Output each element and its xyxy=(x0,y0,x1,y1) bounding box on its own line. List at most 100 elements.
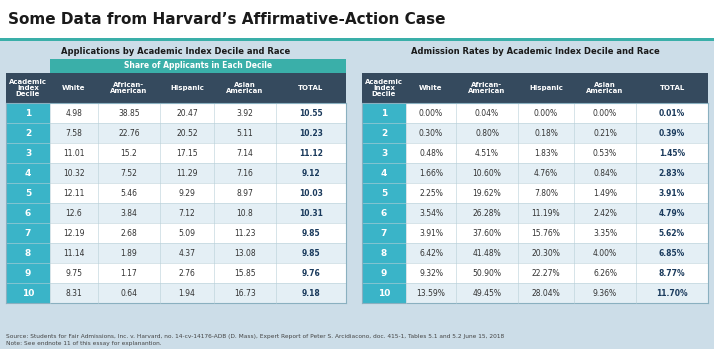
Text: 1: 1 xyxy=(381,109,387,118)
Text: 10: 10 xyxy=(22,289,34,297)
Text: 2.42%: 2.42% xyxy=(593,208,617,217)
Text: 4.00%: 4.00% xyxy=(593,248,617,258)
Text: 5: 5 xyxy=(25,188,31,198)
FancyBboxPatch shape xyxy=(362,263,708,283)
Text: 3: 3 xyxy=(25,149,31,157)
FancyBboxPatch shape xyxy=(6,203,346,223)
Text: Academic
Index
Decile: Academic Index Decile xyxy=(365,79,403,97)
Text: 12.11: 12.11 xyxy=(64,188,85,198)
Text: 8.31: 8.31 xyxy=(66,289,82,297)
FancyBboxPatch shape xyxy=(6,243,50,263)
Text: 16.73: 16.73 xyxy=(234,289,256,297)
Text: 1.89: 1.89 xyxy=(121,248,137,258)
FancyBboxPatch shape xyxy=(6,123,50,143)
Text: 5.09: 5.09 xyxy=(178,229,196,238)
Text: 7.58: 7.58 xyxy=(66,128,82,138)
Text: 9.36%: 9.36% xyxy=(593,289,617,297)
Text: 0.48%: 0.48% xyxy=(419,149,443,157)
Text: TOTAL: TOTAL xyxy=(298,85,323,91)
Text: 0.80%: 0.80% xyxy=(475,128,499,138)
FancyBboxPatch shape xyxy=(6,283,346,303)
Text: 4: 4 xyxy=(381,169,387,178)
Text: 9: 9 xyxy=(381,268,387,277)
Text: 11.01: 11.01 xyxy=(64,149,85,157)
Text: 8: 8 xyxy=(381,248,387,258)
Text: 2.76: 2.76 xyxy=(178,268,196,277)
Text: 3.91%: 3.91% xyxy=(659,188,685,198)
Text: 13.08: 13.08 xyxy=(234,248,256,258)
Text: 26.28%: 26.28% xyxy=(473,208,501,217)
FancyBboxPatch shape xyxy=(362,223,708,243)
Text: 4.76%: 4.76% xyxy=(534,169,558,178)
FancyBboxPatch shape xyxy=(362,123,406,143)
Text: Admission Rates by Academic Index Decile and Race: Admission Rates by Academic Index Decile… xyxy=(411,46,659,55)
Text: 1.66%: 1.66% xyxy=(419,169,443,178)
Text: 6.26%: 6.26% xyxy=(593,268,617,277)
Text: 0.00%: 0.00% xyxy=(534,109,558,118)
Text: 9: 9 xyxy=(25,268,31,277)
FancyBboxPatch shape xyxy=(6,203,50,223)
Text: 12.19: 12.19 xyxy=(64,229,85,238)
Text: 5.11: 5.11 xyxy=(236,128,253,138)
FancyBboxPatch shape xyxy=(362,73,708,103)
Text: African-
American: African- American xyxy=(111,82,148,94)
Text: 1.94: 1.94 xyxy=(178,289,196,297)
FancyBboxPatch shape xyxy=(6,163,346,183)
Text: 1.83%: 1.83% xyxy=(534,149,558,157)
Text: 11.70%: 11.70% xyxy=(656,289,688,297)
FancyBboxPatch shape xyxy=(362,223,406,243)
Text: 17.15: 17.15 xyxy=(176,149,198,157)
Text: 10: 10 xyxy=(378,289,390,297)
Text: 13.59%: 13.59% xyxy=(416,289,446,297)
Text: 0.30%: 0.30% xyxy=(419,128,443,138)
Text: 3.84: 3.84 xyxy=(121,208,137,217)
Text: 41.48%: 41.48% xyxy=(473,248,501,258)
Text: 0.00%: 0.00% xyxy=(593,109,617,118)
FancyBboxPatch shape xyxy=(50,59,346,73)
FancyBboxPatch shape xyxy=(6,243,346,263)
Text: 2: 2 xyxy=(25,128,31,138)
FancyBboxPatch shape xyxy=(0,0,714,38)
Text: 0.01%: 0.01% xyxy=(659,109,685,118)
Text: 22.27%: 22.27% xyxy=(532,268,560,277)
FancyBboxPatch shape xyxy=(6,263,50,283)
FancyBboxPatch shape xyxy=(0,38,714,41)
Text: 0.21%: 0.21% xyxy=(593,128,617,138)
Text: 9.18: 9.18 xyxy=(301,289,321,297)
Text: 22.76: 22.76 xyxy=(119,128,140,138)
FancyBboxPatch shape xyxy=(362,163,406,183)
Text: 2: 2 xyxy=(381,128,387,138)
Text: 10.8: 10.8 xyxy=(236,208,253,217)
Text: White: White xyxy=(62,85,86,91)
Text: 7.14: 7.14 xyxy=(236,149,253,157)
FancyBboxPatch shape xyxy=(6,163,50,183)
FancyBboxPatch shape xyxy=(362,123,708,143)
Text: 2.68: 2.68 xyxy=(121,229,137,238)
Text: 9.76: 9.76 xyxy=(301,268,321,277)
Text: African-
American: African- American xyxy=(468,82,506,94)
Text: 9.85: 9.85 xyxy=(302,248,321,258)
Text: 10.60%: 10.60% xyxy=(473,169,501,178)
FancyBboxPatch shape xyxy=(6,263,346,283)
Text: 1.17: 1.17 xyxy=(121,268,137,277)
Text: 10.23: 10.23 xyxy=(299,128,323,138)
Text: 7.12: 7.12 xyxy=(178,208,196,217)
Text: 3.91%: 3.91% xyxy=(419,229,443,238)
Text: 5: 5 xyxy=(381,188,387,198)
Text: 3.54%: 3.54% xyxy=(419,208,443,217)
Text: 10.55: 10.55 xyxy=(299,109,323,118)
Text: 7.16: 7.16 xyxy=(236,169,253,178)
Text: 3.92: 3.92 xyxy=(236,109,253,118)
FancyBboxPatch shape xyxy=(6,223,50,243)
Text: 11.19%: 11.19% xyxy=(532,208,560,217)
Text: 9.85: 9.85 xyxy=(302,229,321,238)
Text: 1.45%: 1.45% xyxy=(659,149,685,157)
Text: 9.32%: 9.32% xyxy=(419,268,443,277)
Text: 7: 7 xyxy=(25,229,31,238)
Text: 2.83%: 2.83% xyxy=(659,169,685,178)
FancyBboxPatch shape xyxy=(362,263,406,283)
FancyBboxPatch shape xyxy=(6,223,346,243)
Text: 15.76%: 15.76% xyxy=(531,229,560,238)
Text: 2.25%: 2.25% xyxy=(419,188,443,198)
Text: 6: 6 xyxy=(25,208,31,217)
